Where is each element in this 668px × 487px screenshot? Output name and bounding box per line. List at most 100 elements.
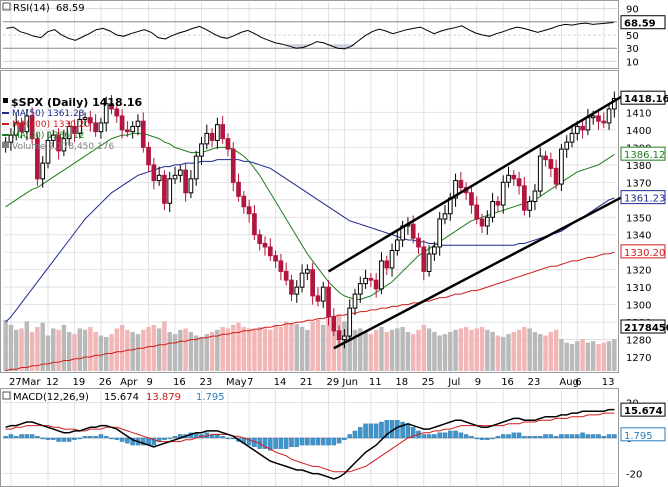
volume-bar: [469, 329, 474, 371]
macd-histogram-bar: [299, 437, 305, 446]
volume-bar: [395, 328, 400, 371]
candle-body: [347, 307, 353, 337]
macd-histogram-bar: [225, 437, 231, 440]
macd-histogram-bar: [347, 434, 352, 439]
x-tick-label: Jul: [447, 377, 460, 388]
volume-bar: [273, 324, 278, 371]
macd-header: MACD(12,26,9) 15.674 13.879 1.795: [2, 391, 225, 403]
price-grid: [3, 71, 617, 372]
macd-histogram-bar: [109, 437, 114, 440]
macd-histogram-bar: [151, 437, 157, 446]
candle-body: [252, 213, 257, 236]
macd-histogram-bar: [88, 436, 93, 439]
volume-bar: [442, 334, 448, 371]
candle-body: [310, 269, 315, 297]
candle-body: [177, 169, 183, 176]
candle-body: [389, 249, 395, 269]
candle-body: [109, 103, 114, 110]
macd-histogram-bar: [114, 437, 120, 440]
volume-bar: [421, 324, 427, 371]
candle-body: [601, 120, 607, 124]
volume-bars: [3, 314, 617, 371]
macd-histogram-bar: [564, 434, 569, 439]
candle-body: [24, 115, 30, 133]
macd-histogram-bar: [463, 434, 469, 439]
candle-body: [606, 108, 612, 124]
candle-body: [13, 122, 19, 136]
volume-bar: [506, 334, 511, 371]
candle-body: [172, 174, 178, 180]
volume-bar: [93, 331, 98, 371]
candle-body: [363, 277, 368, 285]
candle-body: [458, 180, 464, 189]
macd-histogram-bar: [40, 437, 45, 440]
candle-body: [50, 134, 56, 141]
macd-histogram-bar: [569, 434, 575, 439]
value-tag-text: 1.795: [624, 431, 653, 442]
macd-histogram-bar: [72, 437, 77, 440]
candle-body: [77, 118, 83, 134]
candle-body: [283, 270, 289, 281]
volume-bar: [77, 328, 82, 371]
volume-bar: [24, 321, 30, 371]
legend-label: MA(200) 1330.20: [12, 120, 90, 130]
candle-body: [87, 117, 93, 124]
macd-histogram-bar: [326, 437, 331, 446]
volume-bar: [167, 331, 172, 371]
macd-histogram-bar: [410, 427, 416, 439]
macd-histogram-bar: [331, 437, 337, 446]
macd-histogram-bar: [522, 436, 527, 439]
volume-bar: [463, 326, 469, 371]
price-tick-label: 1280: [626, 336, 651, 347]
candle-body: [574, 125, 580, 134]
volume-bar: [14, 329, 19, 371]
indicator-icon: [2, 2, 11, 11]
volume-bar: [495, 335, 501, 371]
candle-body: [257, 234, 263, 244]
macd-histogram-bar: [490, 437, 495, 440]
macd-histogram-bar: [537, 436, 543, 439]
volume-bar: [146, 326, 151, 371]
candle-body: [262, 242, 268, 248]
candle-body: [246, 206, 252, 215]
candle-body: [543, 155, 548, 161]
volume-bar: [511, 331, 517, 371]
legend-swatch-price: [3, 98, 8, 103]
candle-body: [432, 246, 437, 255]
volume-bar: [268, 329, 273, 371]
macd-histogram-bar: [310, 437, 315, 446]
value-tag-box: [620, 90, 666, 105]
candle-body: [61, 138, 67, 152]
macd-histogram-bar: [230, 437, 236, 440]
macd-histogram-bar: [246, 437, 252, 446]
volume-bar: [559, 339, 564, 371]
candle-body: [98, 122, 104, 133]
volume-bar: [458, 328, 464, 371]
candle-body: [410, 223, 416, 239]
volume-bar: [532, 331, 538, 371]
volume-bar: [51, 328, 56, 371]
macd-histogram-bar: [363, 423, 368, 439]
axis-labels: 27Mar 12 19 26 Apr 9 16 23 May 7 14 21 29 Jun 11 18 25 Ju…: [9, 5, 668, 481]
candle-body: [373, 279, 379, 290]
rsi-tick-label: 10: [626, 57, 639, 68]
volume-bar: [553, 329, 559, 371]
candle-body: [416, 237, 421, 248]
price-tick-label: 1340: [626, 231, 651, 242]
candle-body: [241, 195, 247, 208]
candle-body: [421, 246, 427, 272]
price-last-tag: 1418.16: [620, 90, 668, 105]
macd-histogram-bar: [289, 437, 294, 448]
x-tick-label: 25: [422, 377, 435, 388]
candle-body: [294, 286, 300, 295]
macd-histogram-bar: [532, 436, 538, 439]
candle-body: [35, 138, 40, 180]
volume-bar: [135, 334, 141, 371]
volume-bar: [8, 324, 14, 371]
volume-bar: [88, 326, 93, 371]
candle-body: [516, 178, 522, 187]
volume-bar: [109, 334, 114, 371]
trend-channel: [327, 90, 631, 350]
candle-body: [230, 148, 236, 183]
volume-bar: [215, 329, 220, 371]
